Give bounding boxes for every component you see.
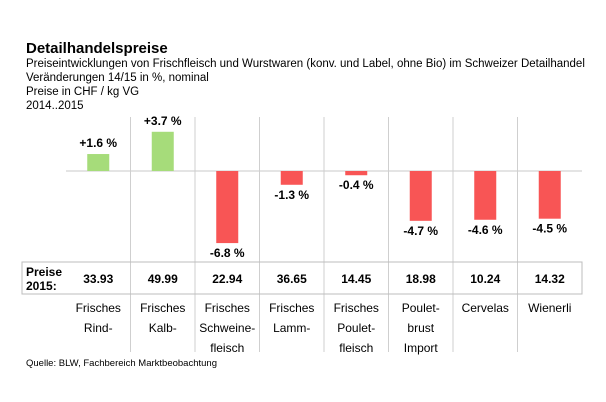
bar — [538, 171, 561, 219]
price-value: 22.94 — [212, 272, 242, 286]
category-label: brust — [407, 321, 434, 335]
category-label: Poulet- — [402, 301, 440, 315]
category-label: Import — [404, 341, 439, 355]
bar — [345, 171, 368, 176]
price-value: 10.24 — [470, 272, 500, 286]
category-label: Schweine- — [199, 321, 255, 335]
subtitle-line: 2014..2015 — [26, 100, 84, 112]
category-label: Rind- — [84, 321, 113, 335]
price-value: 33.93 — [83, 272, 113, 286]
bar — [409, 171, 432, 221]
price-value: 14.45 — [341, 272, 371, 286]
subtitle-line: Preise in CHF / kg VG — [26, 86, 140, 98]
category-label: Kalb- — [149, 321, 177, 335]
prices-row-label: Preise — [26, 265, 62, 279]
data-label: -4.6 % — [468, 223, 503, 237]
subtitle-line: Preiseintwicklungen von Frischfleisch un… — [26, 58, 585, 70]
bar — [87, 154, 110, 171]
category-label: Poulet- — [337, 321, 375, 335]
price-value: 18.98 — [406, 272, 436, 286]
category-label: Frisches — [269, 301, 314, 315]
category-label: Cervelas — [462, 301, 509, 315]
bar — [280, 171, 303, 185]
category-label: fleisch — [210, 341, 244, 355]
category-label: Wienerli — [528, 301, 571, 315]
bar — [474, 171, 497, 220]
data-label: -0.4 % — [339, 178, 374, 192]
price-value: 49.99 — [148, 272, 178, 286]
price-value: 36.65 — [277, 272, 307, 286]
data-label: +3.7 % — [144, 114, 182, 128]
category-label: Frisches — [205, 301, 250, 315]
prices-row-frame — [21, 261, 583, 295]
data-label: -1.3 % — [274, 188, 309, 202]
bar — [216, 171, 239, 244]
chart-header: Detailhandelspreise Preiseintwicklungen … — [26, 40, 601, 113]
data-label: +1.6 % — [79, 136, 117, 150]
category-label: fleisch — [339, 341, 373, 355]
prices-row-label: 2015: — [26, 279, 57, 293]
category-label: Frisches — [334, 301, 379, 315]
price-value: 14.32 — [535, 272, 565, 286]
data-label: -4.7 % — [403, 224, 438, 238]
category-label: Frisches — [140, 301, 185, 315]
subtitle-line: Veränderungen 14/15 in %, nominal — [26, 72, 209, 84]
category-label: Lamm- — [273, 321, 310, 335]
category-label: Frisches — [76, 301, 121, 315]
data-label: -4.5 % — [532, 222, 567, 236]
source-note: Quelle: BLW, Fachbereich Marktbeobachtun… — [26, 358, 217, 369]
data-label: -6.8 % — [210, 246, 245, 260]
chart-title: Detailhandelspreise — [26, 40, 168, 57]
bar — [151, 131, 174, 171]
